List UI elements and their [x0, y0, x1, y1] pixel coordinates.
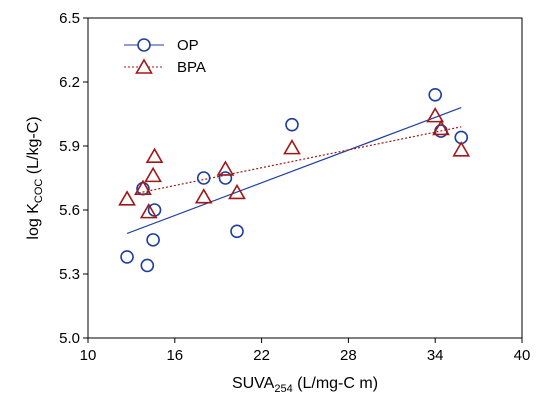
y-tick-label: 5.6	[59, 202, 80, 219]
fit-line-op	[126, 107, 462, 235]
x-tick-label: 22	[253, 347, 270, 364]
y-axis-title: log KCOC (L/kg-C)	[25, 116, 45, 239]
data-point-op	[140, 258, 155, 273]
data-point-op	[146, 233, 160, 247]
legend-label-bpa: BPA	[177, 59, 206, 76]
data-point-op	[218, 171, 233, 185]
x-tick-label: 28	[340, 347, 357, 364]
data-point-bpa	[118, 190, 136, 206]
data-point-bpa	[139, 203, 158, 219]
data-point-bpa	[194, 188, 213, 204]
x-tick-label: 40	[514, 347, 531, 364]
data-point-bpa	[216, 160, 235, 176]
axis-ticks: 10 16 22 28 34 40 5.0 5.3 5.6 5.9 6.2 6.5	[59, 10, 530, 364]
plot-area	[87, 17, 523, 339]
data-point-bpa	[432, 119, 450, 136]
data-point-bpa	[144, 166, 162, 183]
x-tick-label: 10	[80, 347, 97, 364]
y-tick-label: 5.3	[59, 266, 80, 283]
legend-triangle-marker-icon	[135, 58, 153, 74]
data-point-op	[230, 224, 244, 239]
x-tick-label: 34	[427, 347, 444, 364]
y-tick-label: 6.2	[59, 74, 80, 91]
data-point-bpa	[145, 147, 164, 163]
x-tick-label: 16	[166, 347, 183, 364]
data-point-bpa	[426, 107, 445, 123]
fit-lines	[126, 107, 462, 235]
data-point-bpa	[228, 183, 246, 200]
data-point-op	[285, 117, 299, 132]
x-axis-title: SUVA254 (L/mg-C m)	[232, 375, 378, 395]
legend-circle-marker-icon	[137, 38, 151, 52]
data-point-op	[120, 250, 134, 264]
y-tick-label: 6.5	[59, 10, 80, 27]
data-points	[118, 88, 471, 273]
legend-item-bpa: BPA	[124, 58, 206, 76]
data-point-bpa	[134, 179, 152, 195]
y-tick-label: 5.9	[59, 138, 80, 155]
fit-line-bpa	[138, 126, 462, 194]
legend-item-op: OP	[124, 37, 199, 54]
data-point-op	[428, 88, 443, 102]
data-point-bpa	[283, 139, 301, 155]
legend-label-op: OP	[177, 37, 199, 54]
legend: OP BPA	[124, 37, 206, 76]
data-point-op	[196, 171, 211, 185]
y-tick-label: 5.0	[59, 330, 80, 347]
data-point-bpa	[452, 141, 471, 157]
